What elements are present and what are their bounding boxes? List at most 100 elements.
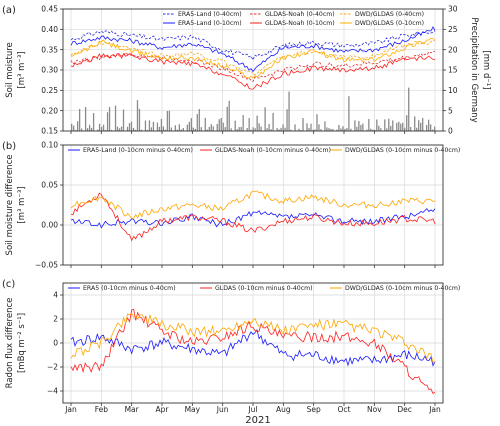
precipitation-bar — [400, 123, 402, 131]
month-tick-label: Jan — [64, 405, 77, 414]
y-tick-label: 0.10 — [41, 141, 58, 150]
precipitation-bar — [226, 106, 228, 131]
precipitation-bar — [194, 128, 196, 131]
precipitation-bar — [270, 129, 272, 131]
plot-frame — [62, 8, 444, 132]
precipitation-bar — [144, 120, 147, 131]
precipitation-bar — [96, 129, 99, 131]
precipitation-bar — [236, 129, 238, 131]
panel-label: (b) — [2, 141, 16, 152]
legend-entry: DWD/GLDAS (0-10cm) — [355, 20, 424, 27]
precipitation-bar — [170, 127, 173, 131]
panel-c — [60, 282, 444, 406]
precipitation-bar — [324, 121, 326, 131]
precipitation-bar — [118, 128, 121, 131]
precipitation-bar — [71, 123, 73, 131]
month-tick-label: Nov — [367, 405, 382, 414]
precipitation-bar — [302, 118, 304, 131]
precipitation-bar — [100, 126, 103, 131]
precipitation-bar — [114, 105, 117, 131]
precipitation-bar — [242, 115, 244, 131]
precipitation-bar — [188, 121, 190, 131]
y-axis-unit: [m³ m⁻³] — [17, 186, 27, 223]
legend-entry: ERA5-Land (0-10cm) — [178, 20, 242, 27]
precipitation-bar — [396, 122, 398, 131]
precipitation-bar — [122, 109, 125, 131]
precipitation-bar — [380, 128, 382, 131]
precipitation-bar — [402, 122, 404, 131]
y-tick-label: 0.25 — [41, 86, 58, 95]
precipitation-bar — [410, 126, 412, 131]
legend-entry: ERA5-Land (0-40cm) — [178, 11, 242, 18]
y-tick-label: 0.00 — [41, 221, 58, 230]
month-tick-label: Dec — [397, 405, 412, 414]
precipitation-bar — [156, 122, 159, 131]
month-tick-label: Sep — [307, 405, 321, 414]
legend-entry: DWD/GLDAS (0-10cm minus 0-40cm) — [345, 147, 460, 154]
precipitation-bar — [320, 129, 322, 131]
precipitation-bar — [98, 123, 101, 131]
y-tick-label: 0.40 — [41, 25, 58, 34]
y-tick-label: −0.05 — [35, 261, 58, 270]
y2-tick-label: 5 — [448, 106, 453, 115]
month-tick-label: Oct — [338, 405, 351, 414]
y-tick-label: 0.05 — [41, 181, 58, 190]
y2-tick-label: 25 — [448, 25, 458, 34]
precipitation-bar — [140, 129, 143, 131]
series-line — [70, 328, 436, 367]
precipitation-bar — [360, 124, 362, 131]
precipitation-bar — [368, 119, 370, 131]
precipitation-bar — [358, 121, 360, 131]
month-tick-label: Feb — [95, 405, 109, 414]
y-tick-label: 0.20 — [41, 106, 58, 115]
month-tick-label: Jan — [428, 405, 441, 414]
y2-tick-label: 0 — [448, 127, 453, 136]
precipitation-bar — [290, 129, 292, 131]
precipitation-bar — [338, 124, 340, 131]
precipitation-bar — [120, 126, 123, 131]
y-tick-label: −2 — [47, 363, 58, 372]
precipitation-bar — [326, 127, 328, 131]
precipitation-bar — [378, 125, 380, 131]
precipitation-bar — [86, 128, 89, 131]
legend-entry: ERA5 (0-10cm minus 0-40cm) — [83, 285, 176, 292]
precipitation-bar — [146, 129, 149, 131]
precipitation-bar — [108, 107, 111, 131]
precipitation-bar — [328, 128, 330, 131]
precipitation-bar — [128, 123, 131, 131]
precipitation-bar — [148, 120, 151, 131]
precipitation-bar — [230, 128, 232, 131]
precipitation-bar — [176, 129, 179, 131]
precipitation-bar — [196, 114, 198, 131]
precipitation-bar — [286, 109, 288, 131]
precipitation-bar — [392, 120, 394, 131]
precipitation-bar — [306, 123, 308, 131]
precipitation-bar — [284, 127, 286, 131]
series-line — [70, 192, 436, 242]
precipitation-bar — [136, 100, 139, 131]
y2-axis-unit: [mm d⁻¹] — [481, 50, 491, 89]
precipitation-bar — [374, 129, 376, 131]
legend-entry: GLDAS-Noah (0-40cm) — [265, 11, 335, 18]
precipitation-bar — [224, 127, 226, 131]
precipitation-bar — [152, 121, 155, 131]
precipitation-bar — [362, 123, 364, 131]
precipitation-bar — [110, 129, 113, 131]
precipitation-bar — [238, 127, 240, 131]
precipitation-bar — [406, 115, 408, 131]
precipitation-bar — [300, 130, 302, 131]
precipitation-bar — [418, 120, 420, 131]
precipitation-bar — [132, 127, 135, 131]
legend-entry: GLDAS-Noah (0-10cm minus 0-40cm) — [215, 147, 331, 154]
precipitation-bar — [414, 116, 416, 131]
y2-axis-label: Precipitation in Germany — [469, 17, 479, 122]
precipitation-bar — [280, 127, 282, 131]
precipitation-bar — [160, 118, 163, 131]
series-line — [70, 26, 436, 73]
precipitation-bar — [428, 119, 430, 131]
precipitation-bar — [186, 124, 188, 131]
precipitation-bar — [258, 123, 260, 131]
plot-frame — [62, 144, 444, 266]
month-tick-label: Mar — [125, 405, 140, 414]
y-axis-label: Soil moisture difference — [5, 155, 15, 256]
